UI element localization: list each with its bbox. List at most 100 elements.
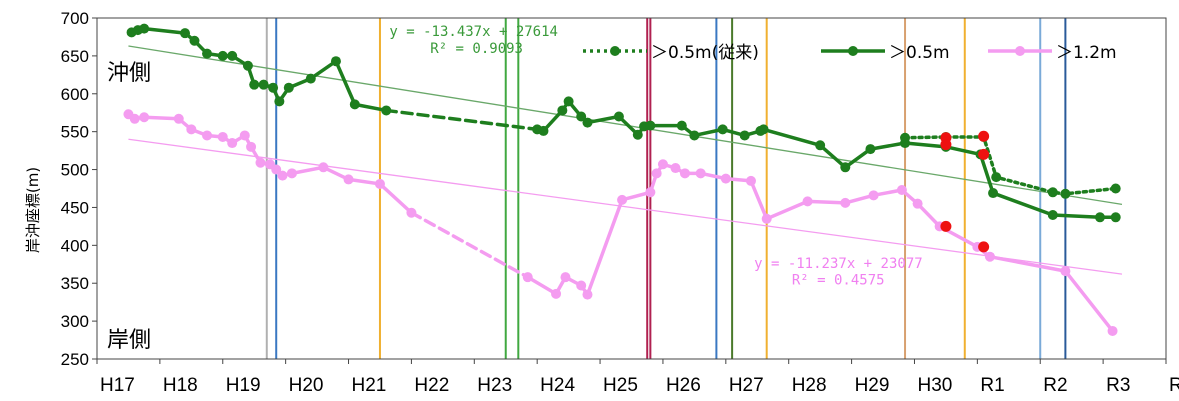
data-point-1 xyxy=(217,50,228,61)
data-point-1 xyxy=(557,105,568,116)
data-point-1 xyxy=(576,111,587,122)
x-tick-label: H30 xyxy=(917,375,952,396)
y-tick-label: 450 xyxy=(61,198,89,217)
data-point-1 xyxy=(840,162,851,173)
data-point-2 xyxy=(720,173,731,184)
data-point-2 xyxy=(1060,266,1071,277)
data-point-1 xyxy=(249,79,260,90)
data-point-2 xyxy=(374,178,385,189)
y-tick-label: 400 xyxy=(61,236,89,255)
y-tick-label: 700 xyxy=(61,9,89,28)
legend-label-1: ＞0.5m xyxy=(889,43,950,63)
data-point-1 xyxy=(717,124,728,135)
y-tick-label: 250 xyxy=(61,350,89,369)
data-point-2 xyxy=(679,168,690,179)
data-point-2 xyxy=(761,213,772,224)
series-line-2-1 xyxy=(409,210,530,279)
data-point-1 xyxy=(613,111,624,122)
data-point-2 xyxy=(745,175,756,186)
y-tick-label: 600 xyxy=(61,85,89,104)
data-point-1 xyxy=(227,50,238,61)
series-points xyxy=(123,23,1121,336)
x-tick-label: H29 xyxy=(855,375,890,396)
data-point-2 xyxy=(896,185,907,196)
data-point-1 xyxy=(865,144,876,155)
x-tick-label: H23 xyxy=(477,375,512,396)
data-point-1 xyxy=(274,96,285,107)
data-point-0 xyxy=(1110,183,1121,194)
data-point-2 xyxy=(202,130,213,141)
legend-marker-1 xyxy=(848,46,858,56)
axes: 250 300 350 400 450 500 550 600 650 700 H17 H18 H19 H… xyxy=(61,9,1179,396)
data-point-2 xyxy=(984,251,995,262)
x-tick-label: R3 xyxy=(1106,375,1130,396)
data-point-2 xyxy=(318,162,329,173)
highlight-point-4 xyxy=(940,220,952,232)
highlight-point-5 xyxy=(978,241,990,253)
legend-label-2: ＞1.2m xyxy=(1056,43,1117,63)
highlight-point-3 xyxy=(978,148,990,160)
data-point-2 xyxy=(186,124,197,135)
legend-label-0: ＞0.5m(従来) xyxy=(651,43,759,63)
legend-marker-0 xyxy=(610,46,620,56)
data-point-1 xyxy=(676,120,687,131)
data-point-1 xyxy=(242,60,253,71)
data-point-1 xyxy=(988,188,999,199)
data-point-1 xyxy=(180,28,191,39)
plot-area-border xyxy=(96,17,1167,360)
data-point-1 xyxy=(189,35,200,46)
x-tick-label: H18 xyxy=(163,375,198,396)
data-point-2 xyxy=(576,280,587,291)
y-tick-label: 500 xyxy=(61,161,89,180)
data-point-2 xyxy=(840,197,851,208)
data-point-2 xyxy=(645,187,656,198)
data-point-1 xyxy=(632,129,643,140)
data-point-2 xyxy=(670,163,681,174)
series-line-1-1 xyxy=(384,108,539,132)
data-point-1 xyxy=(739,130,750,141)
data-point-1 xyxy=(1110,212,1121,223)
data-point-2 xyxy=(217,131,228,142)
legend: ＞0.5m(従来) ＞0.5m ＞1.2m xyxy=(583,43,1117,63)
highlight-point-2 xyxy=(978,130,990,142)
data-point-2 xyxy=(1107,325,1118,336)
trendline-r2-0: R² = 0.9093 xyxy=(430,41,523,57)
data-point-1 xyxy=(283,82,294,93)
data-point-2 xyxy=(286,168,297,179)
data-point-1 xyxy=(815,140,826,151)
data-point-1 xyxy=(538,125,549,136)
data-point-1 xyxy=(1094,212,1105,223)
data-point-0 xyxy=(991,172,1002,183)
data-point-2 xyxy=(657,159,668,170)
data-point-1 xyxy=(381,105,392,116)
x-tick-label: H24 xyxy=(540,375,575,396)
x-tick-label: H17 xyxy=(100,375,135,396)
x-tick-label: H26 xyxy=(666,375,701,396)
data-point-2 xyxy=(343,174,354,185)
data-point-2 xyxy=(139,112,150,123)
y-tick-label: 650 xyxy=(61,47,89,66)
data-point-2 xyxy=(582,289,593,300)
data-point-1 xyxy=(139,23,150,34)
data-point-0 xyxy=(1047,187,1058,198)
data-point-2 xyxy=(246,141,257,152)
data-point-1 xyxy=(258,79,269,90)
data-point-1 xyxy=(1047,210,1058,221)
data-point-2 xyxy=(912,198,923,209)
series-line-1-0 xyxy=(129,26,389,113)
legend-marker-2 xyxy=(1015,46,1025,56)
data-point-2 xyxy=(868,190,879,201)
data-point-2 xyxy=(406,207,417,218)
x-tick-label: R2 xyxy=(1043,375,1067,396)
data-point-1 xyxy=(689,130,700,141)
trendline-equation-1: y = -11.237x + 23077 xyxy=(754,256,923,272)
y-tick-label: 350 xyxy=(61,274,89,293)
data-point-2 xyxy=(255,157,266,168)
data-point-2 xyxy=(695,168,706,179)
data-point-2 xyxy=(271,164,282,175)
trendline-r2-1: R² = 0.4575 xyxy=(792,273,885,289)
trendline-1 xyxy=(128,138,1123,275)
x-tick-label: H27 xyxy=(729,375,764,396)
